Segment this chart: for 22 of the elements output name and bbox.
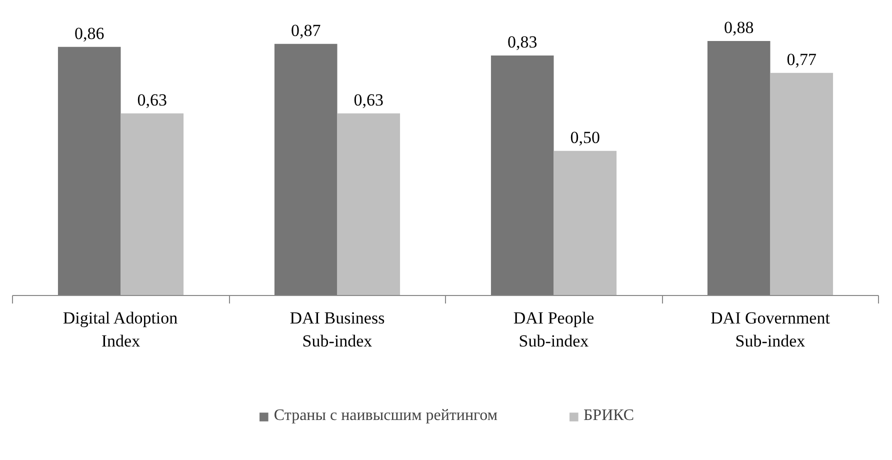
data-label: 0,86 (74, 24, 104, 43)
bar (58, 46, 121, 296)
bar (554, 150, 617, 296)
bar (274, 44, 338, 296)
bar (707, 41, 770, 296)
x-tick-label: DAI People Sub-index (513, 308, 594, 350)
data-label: 0,63 (137, 90, 168, 110)
data-label: 0,88 (724, 18, 754, 38)
data-label: 0,77 (786, 50, 818, 69)
bar (770, 72, 834, 296)
legend-label: Страны с наивысшим рейтингом (274, 407, 498, 425)
data-label: 0,87 (290, 20, 322, 40)
data-label: 0,63 (354, 90, 384, 110)
x-tick-label: DAI Business Sub-index (290, 308, 385, 350)
bar (490, 55, 554, 296)
x-tick-label: DAI Government Sub-index (710, 308, 830, 350)
data-label: 0,83 (507, 32, 538, 52)
x-tick-label: Digital Adoption Index (62, 308, 178, 350)
legend-label: БРИКС (583, 407, 634, 425)
bar (337, 113, 400, 296)
data-label: 0,50 (570, 128, 600, 147)
bar (120, 113, 184, 296)
